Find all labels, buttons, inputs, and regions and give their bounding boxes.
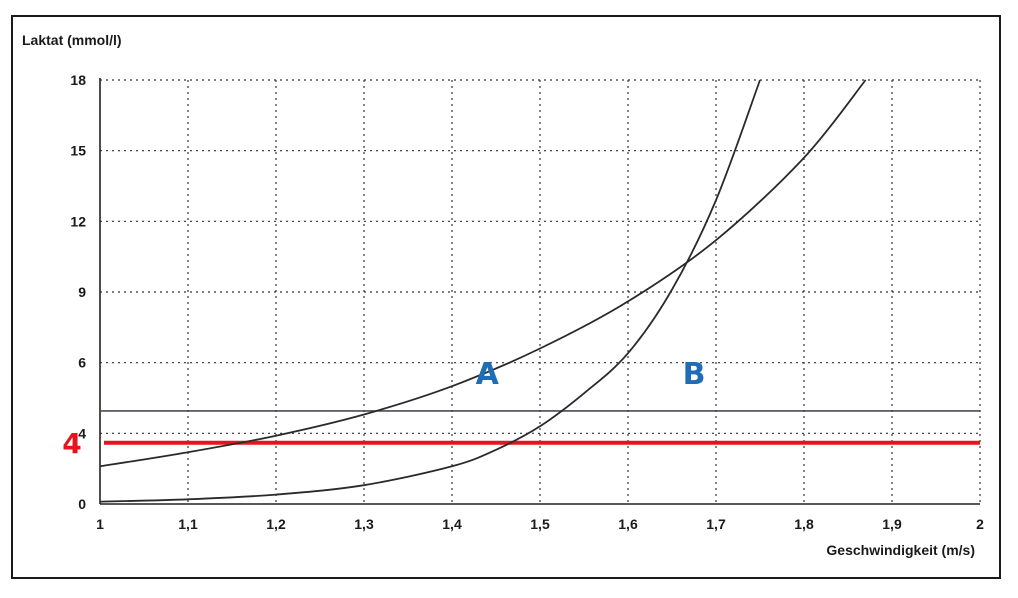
y-tick-18: 18 [70,72,86,88]
axes [99,78,980,505]
series-line-b [99,79,761,503]
y-tick-15: 15 [70,143,86,159]
x-tick-1-9: 1,9 [882,516,902,532]
y-tick-labels: 0 4 6 9 12 15 18 [70,72,86,512]
reference-lines: 4 [62,410,980,460]
x-tick-1-8: 1,8 [794,516,814,532]
x-tick-1-4: 1,4 [442,516,462,532]
y-axis-label: Laktat (mmol/l) [22,32,122,48]
chart-frame [11,15,1001,579]
x-tick-1: 1 [96,516,104,532]
x-tick-1-2: 1,2 [266,516,286,532]
x-tick-labels: 1 1,1 1,2 1,3 1,4 1,5 1,6 1,7 1,8 1,9 2 [96,516,984,532]
series-label-a: A [476,357,500,392]
x-tick-2: 2 [976,516,984,532]
grid-lines [100,79,981,504]
x-tick-1-6: 1,6 [618,516,638,532]
y-tick-12: 12 [70,213,86,229]
x-axis-label: Geschwindigkeit (m/s) [826,542,975,558]
threshold-marker-label: 4 [62,427,81,460]
x-tick-1-5: 1,5 [530,516,550,532]
y-tick-9: 9 [78,284,86,300]
series-line-a [99,79,867,468]
x-tick-1-7: 1,7 [706,516,726,532]
y-tick-4: 4 [78,425,86,441]
y-tick-6: 6 [78,355,86,371]
series-label-b: B [683,357,706,392]
y-tick-0: 0 [78,496,86,512]
x-tick-1-1: 1,1 [178,516,198,532]
series-curves [99,79,867,503]
x-tick-1-3: 1,3 [354,516,374,532]
